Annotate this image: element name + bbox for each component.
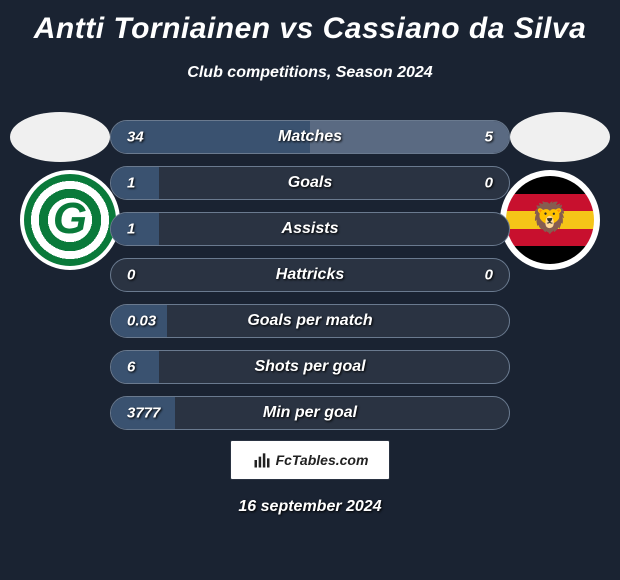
stat-label: Goals per match — [247, 312, 372, 330]
date-text: 16 september 2024 — [238, 498, 381, 516]
stat-row: 1 Goals 0 — [110, 166, 510, 200]
stat-value-left: 34 — [127, 129, 144, 146]
lion-icon: 🦁 — [531, 201, 568, 236]
stat-row: 0.03 Goals per match — [110, 304, 510, 338]
brand-badge[interactable]: FcTables.com — [230, 440, 390, 480]
stat-row: 6 Shots per goal — [110, 350, 510, 384]
stat-row: 1 Assists — [110, 212, 510, 246]
subtitle: Club competitions, Season 2024 — [0, 64, 620, 82]
stat-label: Goals — [288, 174, 332, 192]
stat-label: Shots per goal — [254, 358, 365, 376]
stat-value-left: 3777 — [127, 405, 160, 422]
stat-value-right: 0 — [485, 175, 493, 192]
stat-value-left: 6 — [127, 359, 135, 376]
chart-icon — [252, 450, 272, 470]
club-badge-left: G — [20, 170, 120, 270]
goias-badge: G — [20, 170, 120, 270]
stat-row: 0 Hattricks 0 — [110, 258, 510, 292]
stat-label: Assists — [282, 220, 339, 238]
player-right-avatar — [510, 112, 610, 162]
player-left-avatar — [10, 112, 110, 162]
stat-value-left: 1 — [127, 221, 135, 238]
stat-label: Matches — [278, 128, 342, 146]
stat-value-right: 0 — [485, 267, 493, 284]
club-badge-right: 🦁 — [500, 170, 600, 270]
brand-text: FcTables.com — [276, 452, 369, 468]
sport-badge: 🦁 — [500, 170, 600, 270]
stat-row: 34 Matches 5 — [110, 120, 510, 154]
stat-label: Hattricks — [276, 266, 344, 284]
stat-value-right: 5 — [485, 129, 493, 146]
stat-value-left: 1 — [127, 175, 135, 192]
stat-label: Min per goal — [263, 404, 357, 422]
page-title: Antti Torniainen vs Cassiano da Silva — [0, 0, 620, 46]
goias-letter-icon: G — [53, 194, 87, 244]
stat-value-left: 0 — [127, 267, 135, 284]
stat-row: 3777 Min per goal — [110, 396, 510, 430]
stats-container: 34 Matches 5 1 Goals 0 1 Assists 0 Hattricks 0 0.03… — [110, 120, 510, 442]
stat-value-left: 0.03 — [127, 313, 156, 330]
